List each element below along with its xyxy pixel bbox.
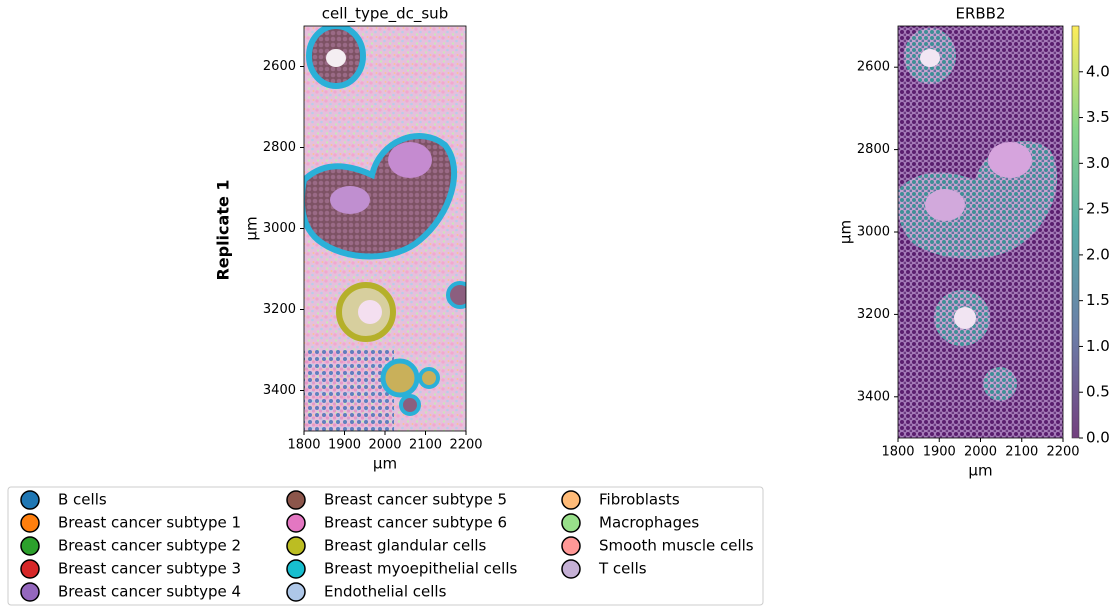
- legend-marker: [20, 490, 40, 510]
- y-axis-label: µm: [243, 216, 261, 240]
- legend-label: Breast cancer subtype 4: [58, 583, 241, 601]
- tissue-background: [304, 26, 466, 431]
- legend-marker: [286, 490, 306, 510]
- legend-label: Breast cancer subtype 6: [324, 514, 507, 532]
- legend-marker: [561, 559, 581, 579]
- legend-label: Breast cancer subtype 5: [324, 491, 507, 509]
- colorbar-tick-label: 0.0: [1086, 429, 1110, 447]
- x-tick-label: 1900: [328, 438, 361, 453]
- legend-label: Breast cancer subtype 2: [58, 537, 241, 555]
- colorbar-tick-label: 1.0: [1086, 337, 1110, 355]
- legend-marker: [286, 536, 306, 556]
- x-tick-label: 2100: [409, 438, 442, 453]
- legend-label: B cells: [58, 491, 107, 509]
- x-tick-label: 2200: [1046, 445, 1079, 460]
- y-tick-label: 3400: [857, 389, 890, 404]
- legend-label: Breast myoepithelial cells: [324, 560, 517, 578]
- y-tick-label: 2600: [857, 60, 890, 75]
- legend-marker: [20, 513, 40, 533]
- colorbar: [1071, 25, 1080, 439]
- colorbar-tick-label: 1.5: [1086, 291, 1110, 309]
- x-tick-label: 2100: [1005, 445, 1038, 460]
- colorbar-tick-label: 0.5: [1086, 383, 1110, 401]
- legend-label: Endothelial cells: [324, 583, 447, 601]
- colorbar-tick-label: 2.0: [1086, 245, 1110, 263]
- legend-label: Smooth muscle cells: [599, 537, 754, 555]
- axes-title: ERBB2: [955, 5, 1005, 23]
- tissue-background: [898, 26, 1063, 438]
- legend-marker: [20, 559, 40, 579]
- legend-marker: [286, 513, 306, 533]
- x-tick-label: 2200: [449, 438, 482, 453]
- legend-marker: [286, 559, 306, 579]
- legend-marker: [561, 513, 581, 533]
- legend-label: Breast glandular cells: [324, 537, 487, 555]
- y-tick-label: 3000: [857, 225, 890, 240]
- legend-label: T cells: [598, 560, 647, 578]
- y-tick-label: 2800: [263, 140, 296, 155]
- colorbar-tick-label: 3.5: [1086, 108, 1110, 126]
- legend-label: Breast cancer subtype 3: [58, 560, 241, 578]
- x-tick-label: 2000: [964, 445, 997, 460]
- y-tick-label: 3400: [263, 383, 296, 398]
- legend-marker: [561, 490, 581, 510]
- legend-label: Breast cancer subtype 1: [58, 514, 241, 532]
- legend-marker: [561, 536, 581, 556]
- legend-marker: [20, 582, 40, 602]
- x-tick-label: 2000: [368, 438, 401, 453]
- y-tick-label: 3000: [263, 221, 296, 236]
- legend-label: Fibroblasts: [599, 491, 680, 509]
- colorbar-tick-label: 3.0: [1086, 154, 1110, 172]
- y-tick-label: 3200: [857, 307, 890, 322]
- colorbar-tick-label: 2.5: [1086, 200, 1110, 218]
- row-label: Replicate 1: [214, 179, 233, 280]
- x-axis-label: µm: [373, 455, 397, 473]
- legend-marker: [286, 582, 306, 602]
- x-tick-label: 1800: [287, 438, 320, 453]
- colorbar-tick-label: 4.0: [1086, 62, 1110, 80]
- y-tick-label: 3200: [263, 302, 296, 317]
- x-tick-label: 1800: [881, 445, 914, 460]
- y-tick-label: 2800: [857, 142, 890, 157]
- axes-title: cell_type_dc_sub: [322, 5, 448, 24]
- x-axis-label: µm: [968, 462, 992, 480]
- legend-label: Macrophages: [599, 514, 699, 532]
- x-tick-label: 1900: [923, 445, 956, 460]
- y-axis-label: µm: [837, 220, 855, 244]
- y-tick-label: 2600: [263, 59, 296, 74]
- legend-marker: [20, 536, 40, 556]
